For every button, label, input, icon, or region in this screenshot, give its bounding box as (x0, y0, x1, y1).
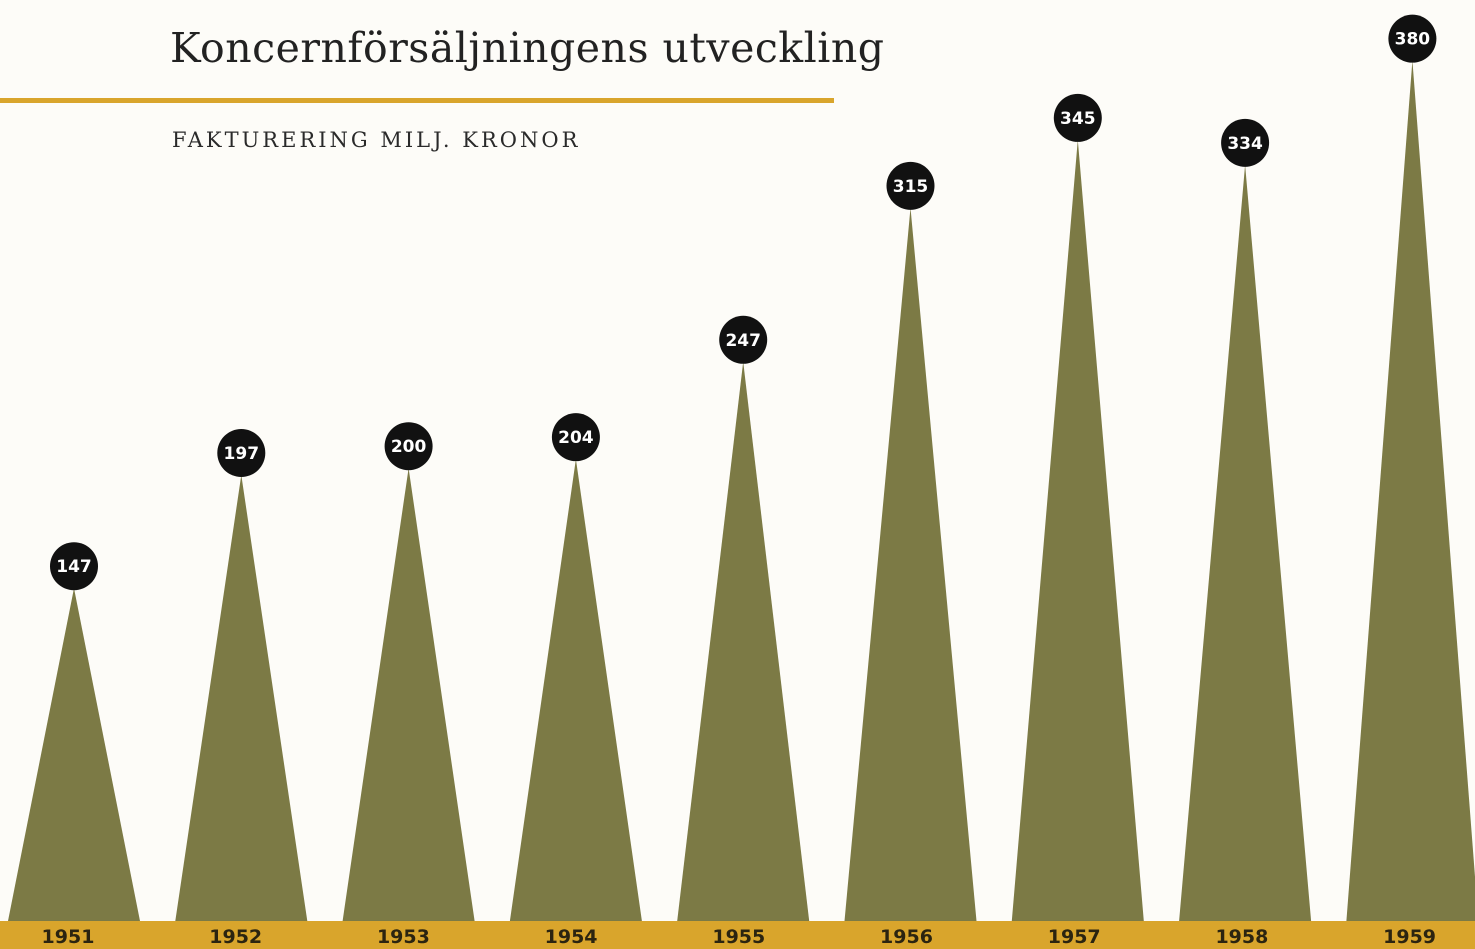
value-label-1959: 380 (1395, 30, 1431, 50)
value-badge-1955 (719, 315, 768, 364)
value-label-1955: 247 (725, 331, 761, 351)
year-label-1955: 1955 (712, 926, 765, 948)
value-badge-1954 (551, 413, 600, 462)
year-label-1958: 1958 (1215, 926, 1268, 948)
spike-bar-1959 (1346, 60, 1475, 921)
baseline-band (0, 921, 1475, 949)
value-label-1956: 315 (893, 177, 929, 197)
chart-subtitle: FAKTURERING MILJ. KRONOR (172, 128, 581, 152)
value-label-1951: 147 (56, 557, 92, 577)
spike-bar-1955 (677, 361, 810, 921)
chart-title: Koncernförsäljningens utveckling (170, 24, 885, 72)
value-badge-1951 (50, 542, 98, 591)
spike-bar-1957 (1011, 139, 1144, 922)
year-label-1952: 1952 (209, 926, 262, 948)
year-label-1956: 1956 (880, 926, 933, 948)
spike-bar-1951 (8, 588, 140, 921)
title-divider (0, 98, 834, 103)
value-badge-1959 (1388, 14, 1437, 63)
value-label-1953: 200 (391, 437, 427, 457)
value-badge-1956 (886, 161, 935, 210)
value-badge-1952 (217, 428, 266, 477)
year-label-1953: 1953 (377, 926, 430, 948)
value-badge-1957 (1053, 93, 1102, 142)
value-badge-1958 (1221, 118, 1270, 167)
value-badge-1953 (384, 422, 433, 471)
spike-bar-1953 (342, 468, 475, 921)
year-label-1957: 1957 (1048, 926, 1101, 948)
year-label-1951: 1951 (42, 926, 95, 948)
year-label-1959: 1959 (1383, 926, 1436, 948)
spike-bar-1958 (1179, 164, 1312, 922)
spike-bar-1954 (509, 459, 642, 921)
spike-bar-1956 (844, 207, 977, 922)
spike-bar-1952 (175, 474, 308, 921)
year-label-1954: 1954 (545, 926, 598, 948)
value-label-1952: 197 (224, 444, 260, 464)
value-label-1957: 345 (1060, 109, 1096, 129)
value-label-1954: 204 (558, 428, 594, 448)
value-label-1958: 334 (1227, 134, 1263, 154)
